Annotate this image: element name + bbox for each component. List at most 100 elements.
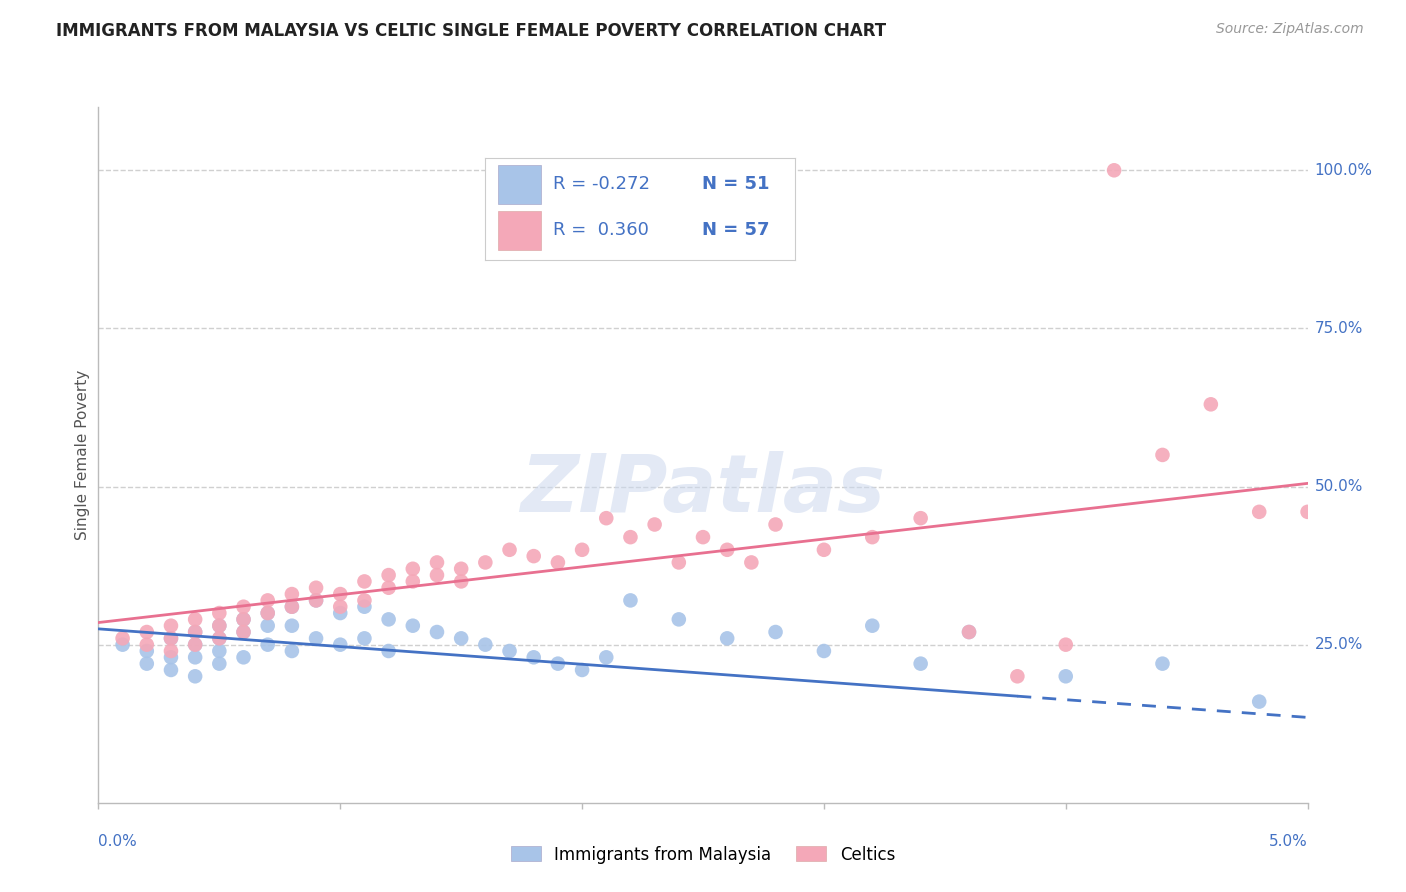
Point [571,542,593,557]
Text: 25.0%: 25.0% [1315,637,1362,652]
Point [160,618,183,632]
Point [571,663,593,677]
Point [281,599,304,614]
Point [450,632,472,646]
Point [377,644,399,658]
Text: 50.0%: 50.0% [1315,479,1362,494]
Point [402,574,425,589]
Point [377,612,399,626]
Point [305,593,328,607]
Point [281,587,304,601]
Point [498,542,520,557]
Point [523,650,546,665]
Point [232,650,254,665]
Point [860,618,883,632]
Point [377,581,399,595]
Point [426,568,449,582]
Point [595,511,617,525]
Legend: Immigrants from Malaysia, Celtics: Immigrants from Malaysia, Celtics [505,839,901,871]
Point [957,625,980,640]
Point [111,632,134,646]
FancyBboxPatch shape [498,165,541,203]
Point [1199,397,1222,411]
Point [595,650,617,665]
Point [353,593,375,607]
Point [402,618,425,632]
Point [1249,695,1271,709]
Point [377,568,399,582]
Point [184,625,207,640]
Y-axis label: Single Female Poverty: Single Female Poverty [75,370,90,540]
Point [232,612,254,626]
Point [547,556,569,570]
Point [716,632,738,646]
Point [765,517,787,532]
Point [450,562,472,576]
Point [256,638,278,652]
Text: 5.0%: 5.0% [1268,834,1308,849]
Point [256,606,278,620]
Point [281,644,304,658]
Text: Source: ZipAtlas.com: Source: ZipAtlas.com [1216,22,1364,37]
Point [135,638,157,652]
Point [208,618,231,632]
Point [1007,669,1029,683]
Point [305,593,328,607]
Point [305,581,328,595]
Text: 0.0%: 0.0% [98,834,138,849]
Point [184,625,207,640]
Point [619,593,641,607]
Point [135,625,157,640]
Text: ZIPatlas: ZIPatlas [520,450,886,529]
Point [860,530,883,544]
Point [813,644,835,658]
Point [668,556,690,570]
Point [135,657,157,671]
Point [160,632,183,646]
Point [111,638,134,652]
Point [1152,657,1174,671]
Point [232,599,254,614]
Point [160,663,183,677]
Point [813,542,835,557]
Text: 100.0%: 100.0% [1315,163,1372,178]
Point [256,593,278,607]
Text: N = 51: N = 51 [702,175,769,194]
Point [256,606,278,620]
Point [426,625,449,640]
Point [184,638,207,652]
Point [668,612,690,626]
Point [305,632,328,646]
Point [208,606,231,620]
Point [498,644,520,658]
Point [547,657,569,671]
Point [160,632,183,646]
Point [450,574,472,589]
Point [281,599,304,614]
Point [208,644,231,658]
Point [208,632,231,646]
Point [1152,448,1174,462]
Point [426,556,449,570]
Point [957,625,980,640]
Point [740,556,762,570]
Text: R = -0.272: R = -0.272 [554,175,651,194]
Point [353,599,375,614]
Point [329,587,352,601]
Point [329,606,352,620]
Point [160,644,183,658]
Point [1249,505,1271,519]
Point [329,599,352,614]
Point [1054,669,1077,683]
Text: IMMIGRANTS FROM MALAYSIA VS CELTIC SINGLE FEMALE POVERTY CORRELATION CHART: IMMIGRANTS FROM MALAYSIA VS CELTIC SINGL… [56,22,886,40]
Point [184,650,207,665]
Point [402,562,425,576]
Text: 75.0%: 75.0% [1315,321,1362,336]
Point [232,612,254,626]
Point [208,632,231,646]
Point [256,618,278,632]
Point [765,625,787,640]
Text: R =  0.360: R = 0.360 [554,221,650,239]
Point [232,625,254,640]
Point [1296,505,1319,519]
